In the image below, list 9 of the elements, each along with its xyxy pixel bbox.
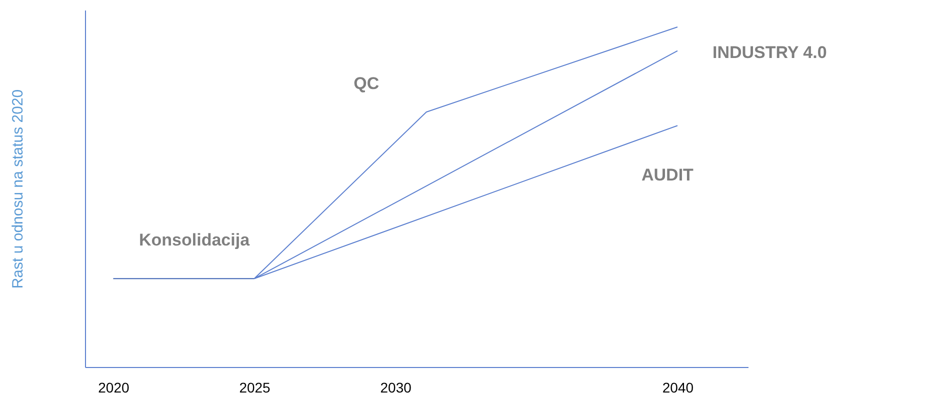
x-tick-label: 2030 [380,380,412,396]
text: QC [354,74,380,93]
text: INDUSTRY 4.0 [712,42,827,62]
series-label: AUDIT [641,166,694,185]
x-tick-label: 2025 [239,380,271,396]
series-label: Konsolidacija [139,230,250,250]
x-tick-label: 2020 [98,380,130,396]
y-axis-title: Rast u odnosu na status 2020 [10,89,26,289]
x-tick-label: 2040 [662,380,694,396]
